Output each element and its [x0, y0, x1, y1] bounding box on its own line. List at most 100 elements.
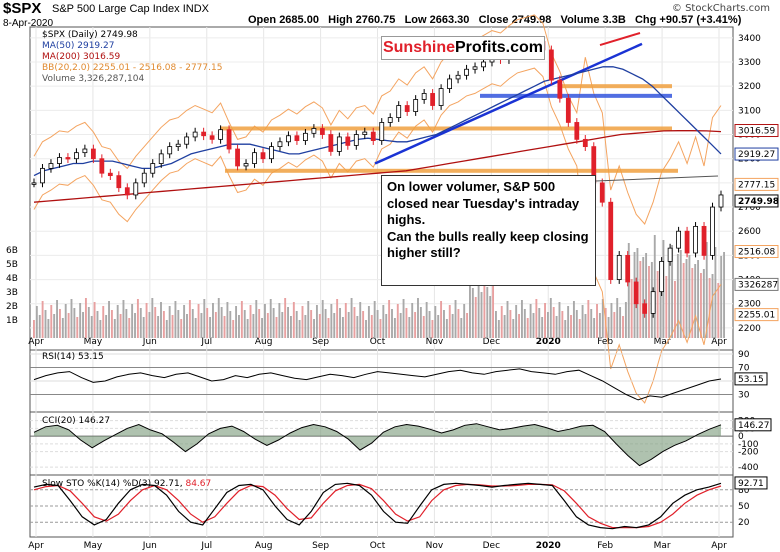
volume-bar [671, 245, 674, 338]
volume-bar [676, 254, 679, 338]
volume-value: 3.3B [602, 14, 626, 26]
volume-bar [370, 315, 373, 338]
trend-line [374, 42, 643, 165]
x-tick-label-bottom: Apr [28, 541, 44, 551]
volume-bar [281, 312, 284, 338]
volume-bar [434, 306, 437, 338]
legend-rsi: RSI(14) 53.15 [42, 352, 104, 362]
x-tick-label-bottom: Feb [597, 541, 613, 551]
x-tick-label-top: Jul [200, 337, 212, 347]
volume-tick-label: 2B [6, 302, 18, 312]
candle-body [167, 146, 173, 155]
volume-bar [463, 304, 466, 338]
volume-bar [220, 307, 223, 338]
candle-body [625, 254, 631, 283]
volume-bar [391, 309, 393, 338]
candle-body [260, 152, 266, 160]
candle-body [277, 141, 283, 148]
volume-bar [76, 317, 79, 338]
volume-bar [495, 311, 497, 338]
volume-bar [177, 310, 180, 338]
candle-body [175, 143, 181, 148]
candle-body [472, 66, 478, 70]
candle-body [599, 182, 605, 203]
price-tick-label: 2700 [738, 203, 761, 213]
volume-bar [47, 319, 50, 338]
cci-line [33, 423, 722, 467]
volume-bar [581, 305, 584, 338]
cci-tick-label: -100 [738, 440, 759, 450]
volume-bar [214, 312, 217, 338]
volume-bar [318, 314, 321, 338]
volume-bar [460, 318, 463, 338]
volume-bar [353, 307, 356, 338]
volume-bar [258, 309, 261, 338]
annotation-line: closed near Tuesday's intraday [387, 195, 580, 211]
high-label: High [328, 14, 353, 26]
candle-body [319, 128, 325, 135]
volume-bar [168, 306, 171, 338]
candle-body [99, 158, 105, 174]
volume-bar [622, 316, 624, 338]
x-tick-label-top: Dec [483, 337, 500, 347]
volume-bar [116, 305, 119, 338]
candle-body [226, 129, 232, 150]
volume-bar [411, 303, 414, 338]
rsi-last-label: 53.15 [738, 375, 764, 385]
volume-bar [223, 316, 226, 338]
volume-bar [330, 304, 333, 338]
volume-bar [313, 319, 315, 338]
volume-bar [261, 318, 264, 338]
volume-bar [33, 320, 35, 338]
sto-last-label: 92.71 [738, 479, 764, 489]
annotation-line: highs. [387, 212, 426, 227]
volume-bar [240, 301, 243, 338]
volume-bar [665, 276, 668, 338]
rsi-last-box [734, 372, 768, 386]
volume-bar [564, 320, 567, 338]
close-label: Close [478, 14, 509, 26]
candle-body [667, 247, 673, 262]
candle-body [701, 225, 707, 256]
volume-bar [486, 287, 489, 338]
volume-bar [454, 300, 457, 338]
volume-bar [278, 303, 281, 338]
volume-bar [535, 299, 538, 338]
volume-bar [590, 309, 593, 338]
volume-bar [151, 298, 154, 338]
volume-bar [506, 301, 509, 338]
volume-bar [373, 301, 376, 338]
volume-bar [327, 318, 330, 338]
volume-bar [711, 274, 714, 338]
volume-tick-label: 5B [6, 260, 18, 270]
x-tick-label-top: Mar [654, 337, 671, 347]
volume-label: Volume [560, 14, 600, 26]
price-tick-label: 3100 [738, 106, 761, 116]
candle-body [303, 132, 308, 141]
volume-bar [396, 304, 399, 338]
volume-tick-label: 4B [6, 274, 18, 284]
volume-bar [708, 278, 711, 338]
price-label-text: 2749.98 [738, 197, 779, 207]
ohlc-readout: Open 2685.00 High 2760.75 Low 2663.30 Cl… [248, 14, 741, 26]
candle-body [31, 182, 37, 185]
candle-body [642, 303, 648, 314]
volume-bar [596, 304, 598, 338]
index-name: S&P 500 Large Cap Index INDX [52, 3, 209, 15]
candle-body [718, 194, 724, 208]
volume-bar [466, 313, 469, 338]
candle-body [311, 128, 317, 134]
volume-bar [197, 304, 200, 338]
volume-bar [160, 302, 162, 338]
rsi-line [33, 368, 722, 401]
price-label-box [734, 147, 779, 161]
cci-last-label: 146.27 [738, 421, 770, 431]
volume-bar [56, 300, 58, 338]
volume-bar [385, 314, 388, 338]
volume-bar [336, 299, 339, 338]
volume-bar [162, 311, 165, 338]
volume-bar [292, 302, 295, 338]
volume-bar [437, 315, 440, 338]
candle-body [269, 146, 274, 160]
volume-bar [44, 310, 47, 338]
